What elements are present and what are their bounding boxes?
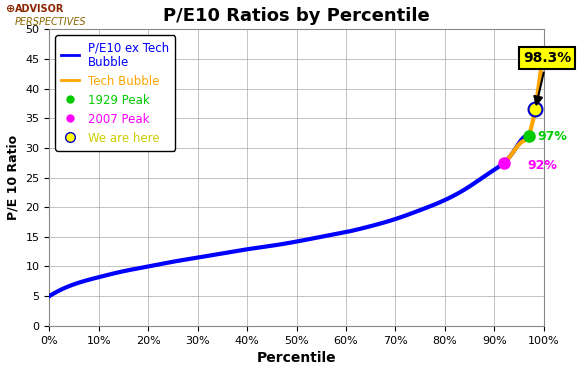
Text: 98.3%: 98.3% (523, 51, 571, 105)
Text: ⊕: ⊕ (6, 4, 15, 14)
X-axis label: Percentile: Percentile (257, 351, 336, 365)
Title: P/E10 Ratios by Percentile: P/E10 Ratios by Percentile (163, 7, 430, 25)
Y-axis label: P/E 10 Ratio: P/E 10 Ratio (7, 135, 20, 220)
Text: PERSPECTIVES: PERSPECTIVES (14, 17, 86, 27)
Text: 97%: 97% (538, 129, 568, 142)
Text: 92%: 92% (528, 159, 558, 172)
Text: ADVISOR: ADVISOR (14, 4, 64, 14)
Legend: P/E10 ex Tech
Bubble, Tech Bubble, 1929 Peak, 2007 Peak, We are here: P/E10 ex Tech Bubble, Tech Bubble, 1929 … (55, 35, 175, 151)
